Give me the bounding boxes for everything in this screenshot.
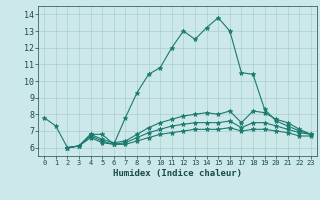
X-axis label: Humidex (Indice chaleur): Humidex (Indice chaleur) (113, 169, 242, 178)
